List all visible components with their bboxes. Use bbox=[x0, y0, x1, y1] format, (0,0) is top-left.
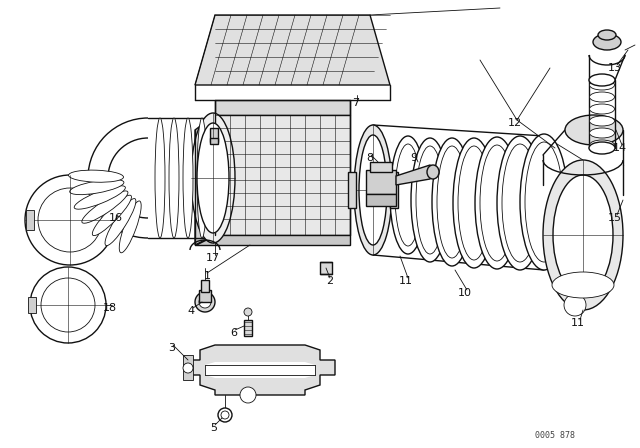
Text: 18: 18 bbox=[103, 303, 117, 313]
Ellipse shape bbox=[70, 180, 124, 194]
Bar bbox=[210, 138, 218, 144]
Text: 3: 3 bbox=[168, 343, 175, 353]
Text: 12: 12 bbox=[508, 118, 522, 128]
Bar bbox=[215, 115, 350, 235]
Bar bbox=[199, 290, 211, 302]
Ellipse shape bbox=[416, 146, 444, 254]
Text: 11: 11 bbox=[399, 276, 413, 286]
Bar bbox=[390, 172, 398, 208]
Ellipse shape bbox=[593, 34, 621, 50]
Polygon shape bbox=[205, 362, 315, 378]
Circle shape bbox=[38, 188, 102, 252]
Ellipse shape bbox=[82, 191, 128, 223]
Circle shape bbox=[183, 363, 193, 373]
Ellipse shape bbox=[598, 30, 616, 40]
Text: 0005 878: 0005 878 bbox=[535, 431, 575, 439]
Bar bbox=[210, 128, 218, 142]
Circle shape bbox=[199, 296, 211, 308]
Ellipse shape bbox=[552, 272, 614, 298]
Text: 9: 9 bbox=[410, 153, 417, 163]
Bar bbox=[244, 320, 252, 336]
Ellipse shape bbox=[589, 116, 614, 126]
Ellipse shape bbox=[191, 113, 235, 243]
Ellipse shape bbox=[395, 144, 421, 246]
Circle shape bbox=[195, 292, 215, 312]
Text: 14: 14 bbox=[613, 143, 627, 153]
Polygon shape bbox=[195, 235, 350, 245]
Bar bbox=[366, 194, 396, 206]
Bar bbox=[320, 262, 332, 274]
Text: 16: 16 bbox=[109, 213, 123, 223]
Ellipse shape bbox=[520, 134, 568, 270]
Ellipse shape bbox=[359, 135, 387, 245]
Text: 6: 6 bbox=[230, 328, 237, 338]
Text: 1: 1 bbox=[204, 271, 211, 281]
Circle shape bbox=[30, 267, 106, 343]
Bar bbox=[26, 210, 34, 230]
Ellipse shape bbox=[432, 138, 472, 266]
Text: 8: 8 bbox=[367, 153, 374, 163]
Circle shape bbox=[221, 411, 229, 419]
Circle shape bbox=[240, 387, 256, 403]
Circle shape bbox=[244, 308, 252, 316]
Text: 10: 10 bbox=[458, 288, 472, 298]
Ellipse shape bbox=[197, 123, 229, 233]
Ellipse shape bbox=[92, 195, 131, 236]
Circle shape bbox=[25, 175, 115, 265]
Ellipse shape bbox=[74, 186, 125, 209]
Text: 2: 2 bbox=[326, 276, 333, 286]
Ellipse shape bbox=[543, 160, 623, 310]
Bar bbox=[348, 172, 356, 208]
Bar bbox=[28, 297, 36, 313]
Ellipse shape bbox=[437, 146, 467, 258]
Ellipse shape bbox=[589, 140, 614, 150]
Text: 15: 15 bbox=[608, 213, 622, 223]
Ellipse shape bbox=[589, 74, 615, 86]
Text: 17: 17 bbox=[206, 253, 220, 263]
Circle shape bbox=[41, 278, 95, 332]
Ellipse shape bbox=[390, 136, 426, 254]
Text: 7: 7 bbox=[353, 98, 360, 108]
Ellipse shape bbox=[155, 118, 165, 238]
Ellipse shape bbox=[589, 92, 614, 102]
Bar bbox=[366, 170, 396, 194]
Ellipse shape bbox=[480, 145, 514, 261]
Ellipse shape bbox=[354, 125, 392, 255]
Ellipse shape bbox=[475, 137, 519, 269]
Ellipse shape bbox=[497, 136, 543, 270]
Bar bbox=[201, 280, 209, 292]
Ellipse shape bbox=[105, 198, 136, 246]
Ellipse shape bbox=[169, 118, 179, 238]
Polygon shape bbox=[396, 165, 435, 185]
Ellipse shape bbox=[197, 118, 207, 238]
Polygon shape bbox=[195, 15, 390, 85]
Bar bbox=[370, 162, 392, 172]
Bar bbox=[183, 355, 193, 380]
Polygon shape bbox=[185, 345, 335, 395]
Ellipse shape bbox=[553, 175, 613, 295]
Text: 13: 13 bbox=[608, 63, 622, 73]
Polygon shape bbox=[195, 115, 215, 245]
Ellipse shape bbox=[453, 138, 495, 268]
Polygon shape bbox=[215, 100, 350, 115]
Ellipse shape bbox=[502, 144, 538, 262]
Ellipse shape bbox=[564, 294, 586, 316]
Text: 4: 4 bbox=[188, 306, 195, 316]
Ellipse shape bbox=[183, 118, 193, 238]
Ellipse shape bbox=[458, 146, 490, 260]
Ellipse shape bbox=[589, 128, 614, 138]
Text: 11: 11 bbox=[571, 318, 585, 328]
Ellipse shape bbox=[589, 80, 614, 90]
Ellipse shape bbox=[565, 115, 623, 145]
Text: 5: 5 bbox=[211, 423, 218, 433]
Ellipse shape bbox=[525, 142, 563, 262]
Ellipse shape bbox=[68, 170, 124, 182]
Ellipse shape bbox=[589, 142, 615, 154]
Ellipse shape bbox=[427, 165, 439, 179]
Ellipse shape bbox=[119, 201, 141, 253]
Ellipse shape bbox=[589, 104, 614, 114]
Ellipse shape bbox=[411, 138, 449, 262]
Circle shape bbox=[218, 408, 232, 422]
